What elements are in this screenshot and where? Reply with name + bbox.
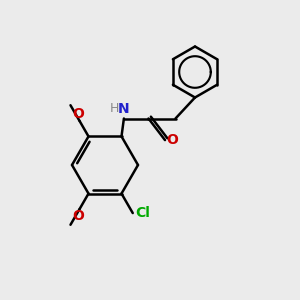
Text: O: O bbox=[72, 209, 84, 223]
Text: O: O bbox=[167, 133, 178, 147]
Text: H: H bbox=[110, 102, 119, 116]
Text: Cl: Cl bbox=[135, 206, 150, 220]
Text: O: O bbox=[72, 107, 84, 121]
Text: N: N bbox=[118, 102, 130, 116]
